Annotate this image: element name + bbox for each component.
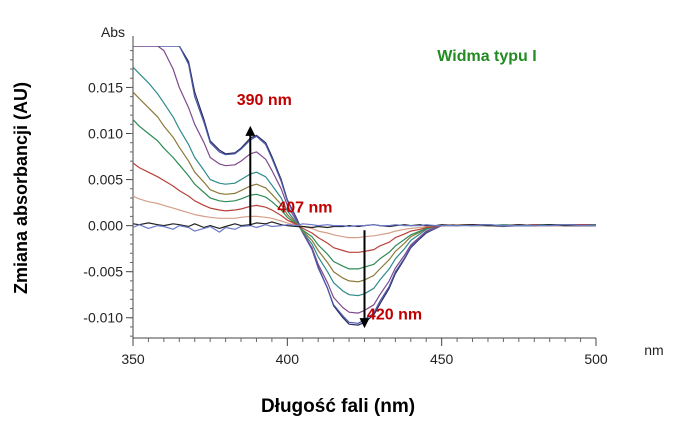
y-unit-label: Abs [101, 24, 125, 40]
y-tick-label: 0.000 [88, 218, 123, 234]
arrows-group [245, 125, 370, 329]
y-tick-label: -0.005 [83, 264, 123, 280]
x-axis-label: Długość fali (nm) [261, 396, 415, 417]
series-line-10 [133, 223, 596, 233]
axes: -0.010 -0.005 0.000 0.005 0.010 0.015 350 400 45… [83, 36, 608, 367]
series-group [133, 46, 596, 326]
x-tick-label: 500 [584, 351, 608, 367]
x-unit-label: nm [644, 342, 663, 358]
annotation-420nm: 420 nm [367, 307, 422, 324]
y-tick-label: -0.010 [83, 310, 123, 326]
annotation-407nm: 407 nm [277, 200, 332, 217]
x-tick-label: 350 [121, 351, 145, 367]
annotation-390nm: 390 nm [237, 92, 292, 109]
x-tick-label: 400 [276, 351, 300, 367]
y-tick-label: 0.015 [88, 79, 123, 95]
y-axis-label: Zmiana absorbancji (AU) [11, 82, 31, 294]
spectra-type-label: Widma typu I [437, 48, 536, 65]
labels-group: 390 nm 407 nm 420 nm [237, 92, 422, 324]
x-tick-label: 450 [430, 351, 454, 367]
y-tick-label: 0.010 [88, 126, 123, 142]
y-tick-label: 0.005 [88, 172, 123, 188]
